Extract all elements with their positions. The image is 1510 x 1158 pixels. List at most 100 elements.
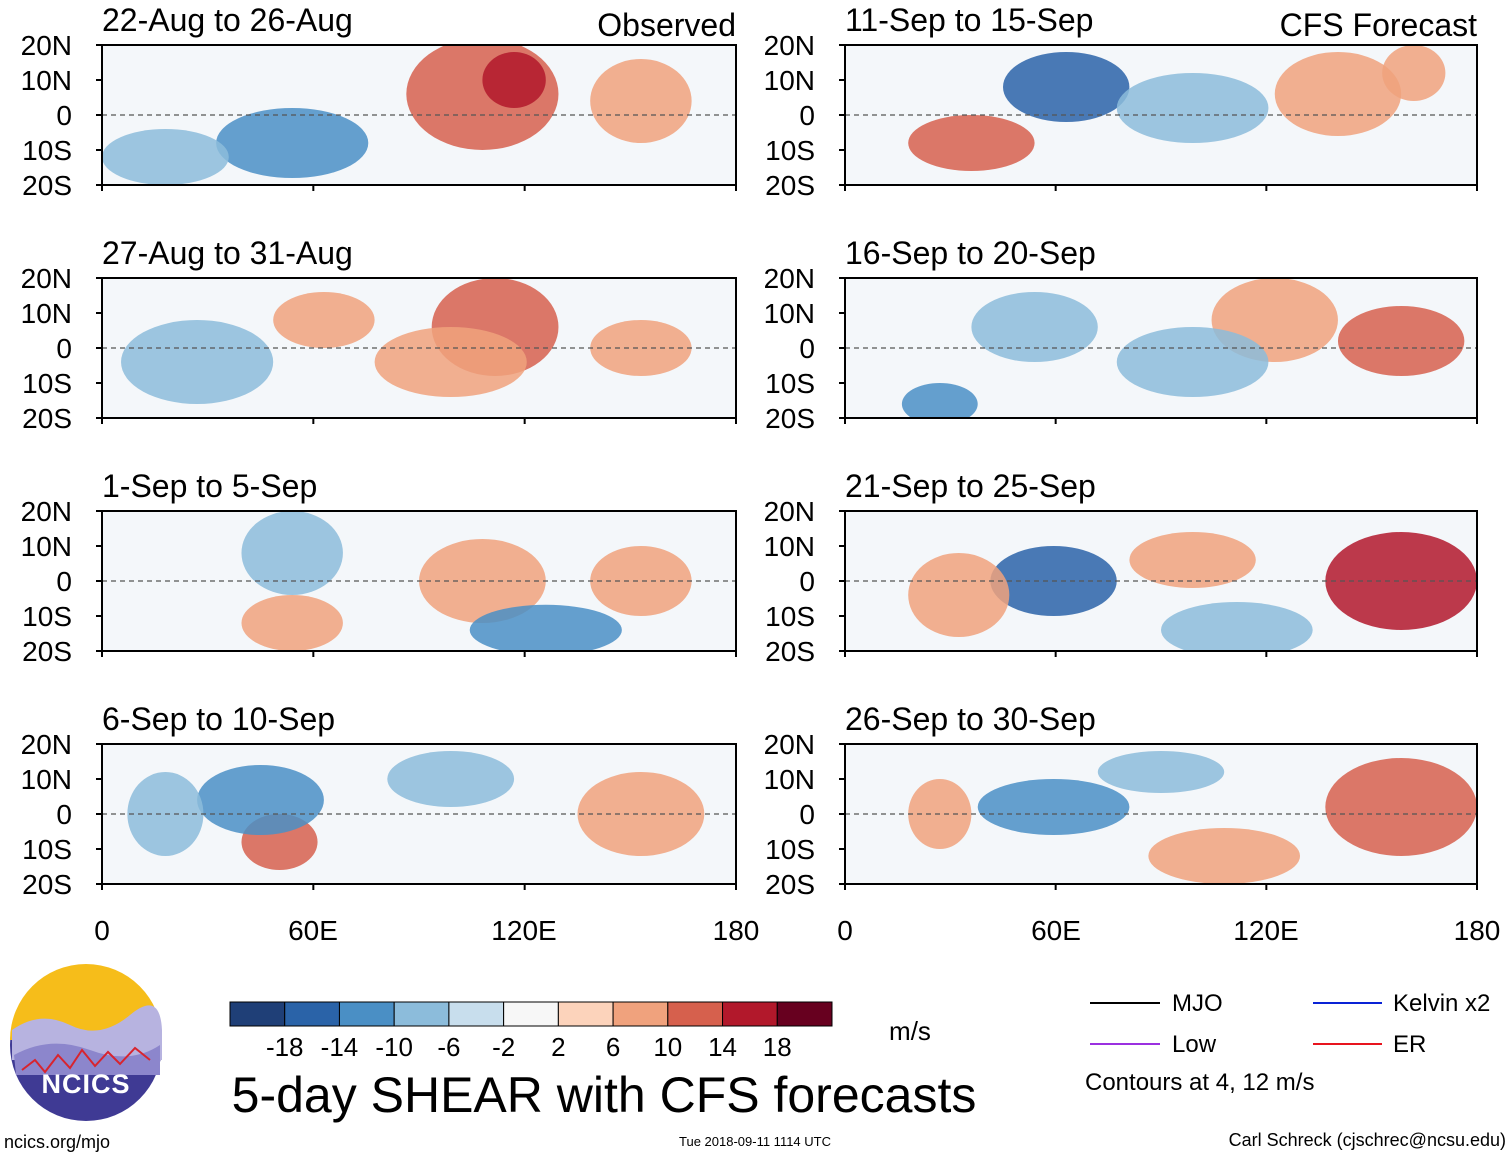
shear-anomaly (482, 52, 546, 108)
shear-field (908, 751, 1477, 884)
legend-label-mjo: MJO (1172, 990, 1223, 1017)
y-tick-label: 10N (21, 298, 72, 329)
y-tick-label: 10S (765, 368, 815, 399)
shear-anomaly (908, 115, 1035, 171)
shear-anomaly (1161, 602, 1313, 651)
panel-title: 21-Sep to 25-Sep (845, 468, 1096, 504)
y-tick-label: 10S (22, 834, 72, 865)
colorbar: -18 -14 -10 -6 -2 2 6 10 14 18 (229, 1001, 833, 1062)
x-tick-label: 180 (1454, 915, 1501, 946)
y-tick-label: 20S (765, 170, 815, 201)
legend-label-er: ER (1393, 1031, 1426, 1058)
shear-anomaly (590, 546, 692, 616)
y-tick-label: 20S (765, 403, 815, 434)
shear-anomaly (1325, 532, 1477, 630)
x-tick-label: 120E (491, 915, 556, 946)
x-axis-left: 0 60E 120E 180 (94, 915, 759, 946)
shear-anomaly (1002, 52, 1130, 122)
colorbar-swatch (448, 1001, 505, 1027)
shear-anomaly (469, 604, 622, 651)
y-tick-label: 20N (21, 496, 72, 527)
colorbar-swatch (393, 1001, 450, 1027)
panel-observed-3: 20N 10N 0 10S 20S 1-Sep to 5-Sep (21, 468, 737, 667)
y-tick-label: 10S (22, 368, 72, 399)
y-tick-label: 0 (799, 100, 815, 131)
website-link[interactable]: ncics.org/mjo (4, 1132, 110, 1152)
y-tick-label: 20S (22, 170, 72, 201)
shear-anomaly (121, 320, 274, 404)
shear-anomaly (387, 751, 515, 807)
x-tick-label: 60E (1031, 915, 1081, 946)
colorbar-swatch (503, 1001, 559, 1027)
shear-anomaly (197, 765, 324, 835)
shear-anomaly (374, 327, 527, 397)
shear-field (121, 278, 692, 404)
x-tick-label: 60E (288, 915, 338, 946)
shear-anomaly (1274, 52, 1402, 136)
y-tick-label: 20N (764, 263, 815, 294)
y-tick-label: 10N (764, 298, 815, 329)
shear-anomaly (1116, 73, 1269, 143)
panel-title: 27-Aug to 31-Aug (102, 235, 353, 271)
colorbar-swatch (229, 1001, 286, 1027)
y-tick-label: 10S (765, 601, 815, 632)
shear-anomaly (901, 383, 978, 418)
colorbar-swatch (338, 1001, 395, 1027)
y-tick-label: 0 (799, 333, 815, 364)
panel-title: 26-Sep to 30-Sep (845, 701, 1096, 737)
main-title: 5-day SHEAR with CFS forecasts (232, 1067, 977, 1123)
colorbar-label: 10 (653, 1032, 682, 1062)
y-tick-label: 0 (799, 799, 815, 830)
shear-anomaly (241, 595, 343, 651)
observed-label: Observed (597, 7, 736, 43)
shear-anomaly (577, 772, 705, 856)
colorbar-units: m/s (889, 1016, 931, 1046)
colorbar-label: -2 (492, 1032, 515, 1062)
shear-field (127, 751, 705, 870)
shear-anomaly (590, 320, 692, 376)
shear-anomaly (977, 779, 1130, 835)
y-tick-label: 10N (764, 65, 815, 96)
y-tick-label: 20S (22, 869, 72, 900)
colorbar-label: 14 (708, 1032, 737, 1062)
cfs-forecast-label: CFS Forecast (1280, 7, 1477, 43)
y-tick-label: 20S (765, 869, 815, 900)
panel-title: 22-Aug to 26-Aug (102, 2, 353, 38)
y-tick-label: 10S (22, 601, 72, 632)
shear-anomaly (971, 292, 1098, 362)
y-tick-label: 0 (56, 799, 72, 830)
y-tick-label: 10N (764, 764, 815, 795)
y-tick-label: 20N (21, 263, 72, 294)
shear-anomaly (1148, 828, 1301, 884)
colorbar-label: 6 (606, 1032, 620, 1062)
colorbar-swatch (284, 1001, 340, 1027)
y-tick-label: 10N (21, 764, 72, 795)
y-tick-label: 20N (764, 729, 815, 760)
y-tick-label: 10S (765, 834, 815, 865)
x-tick-label: 180 (713, 915, 760, 946)
shear-anomaly (1097, 751, 1225, 793)
x-tick-label: 0 (94, 915, 110, 946)
y-tick-label: 0 (799, 566, 815, 597)
legend-label-kelvin: Kelvin x2 (1393, 990, 1490, 1017)
shear-anomaly (1325, 758, 1477, 856)
panel-observed-1: 20N 10N 0 10S 20S 22-Aug to 26-Aug (21, 2, 737, 201)
panels-group: 20N 10N 0 10S 20S 22-Aug to 26-Aug 20N 10N 0 10S 2… (21, 2, 1478, 900)
colorbar-label: 2 (551, 1032, 565, 1062)
colorbar-swatch (722, 1001, 778, 1027)
y-tick-label: 20S (22, 636, 72, 667)
colorbar-swatch (612, 1001, 669, 1027)
x-tick-label: 120E (1233, 915, 1298, 946)
shear-anomaly (1116, 327, 1269, 397)
colorbar-label: -10 (375, 1032, 413, 1062)
panel-observed-2: 20N 10N 0 10S 20S 27-Aug to 31-Aug (21, 235, 737, 434)
y-tick-label: 10N (764, 531, 815, 562)
shear-anomaly (1129, 532, 1256, 588)
x-tick-label: 0 (837, 915, 853, 946)
logo-text: NCICS (41, 1069, 130, 1099)
y-tick-label: 20N (21, 729, 72, 760)
panel-observed-4: 20N 10N 0 10S 20S 6-Sep to 10-Sep (21, 701, 737, 900)
y-tick-label: 0 (56, 566, 72, 597)
colorbar-label: -6 (437, 1032, 460, 1062)
